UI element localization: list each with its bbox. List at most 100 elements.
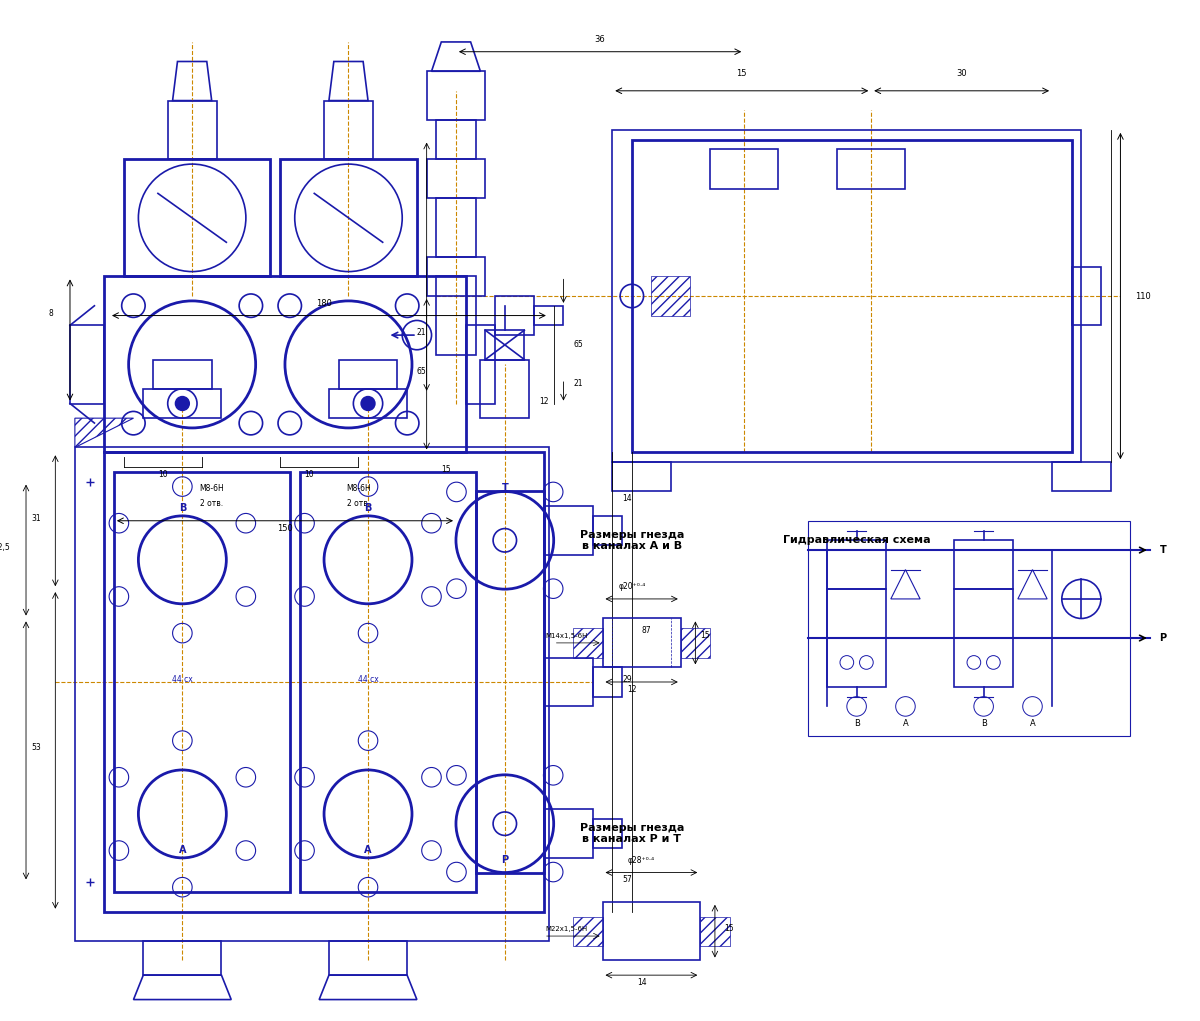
Text: P: P: [502, 855, 509, 865]
Bar: [154, 359, 211, 389]
Bar: [632, 140, 1072, 452]
Bar: [612, 130, 1081, 463]
Bar: [827, 540, 886, 589]
Text: T: T: [1159, 545, 1166, 555]
Bar: [280, 159, 416, 277]
Text: 21: 21: [574, 380, 583, 388]
Text: 12: 12: [539, 396, 548, 405]
Text: 22,5: 22,5: [0, 543, 10, 552]
Bar: [329, 389, 407, 419]
Text: 30: 30: [956, 69, 967, 79]
Bar: [544, 809, 593, 858]
Text: 15: 15: [442, 465, 451, 474]
Text: М8-6Н: М8-6Н: [346, 484, 371, 493]
Text: A: A: [902, 719, 908, 728]
Bar: [954, 589, 1013, 638]
Text: B: B: [853, 719, 859, 728]
Text: 21: 21: [416, 328, 426, 337]
Text: 65: 65: [416, 368, 427, 376]
Bar: [475, 491, 544, 873]
Bar: [652, 277, 690, 315]
Bar: [838, 149, 906, 189]
Text: A: A: [179, 845, 186, 855]
Text: М14х1,5-6Н: М14х1,5-6Н: [546, 633, 588, 639]
Text: P: P: [1159, 633, 1166, 643]
Text: B: B: [179, 503, 186, 513]
Bar: [827, 589, 886, 638]
Bar: [1052, 463, 1111, 491]
Bar: [602, 902, 701, 961]
Text: 31: 31: [31, 514, 41, 523]
Bar: [168, 101, 216, 159]
Bar: [593, 668, 622, 696]
Text: A: A: [365, 845, 372, 855]
Text: φ28⁺⁰·⁴: φ28⁺⁰·⁴: [628, 856, 655, 865]
Text: 53: 53: [31, 743, 41, 752]
Text: 15: 15: [701, 631, 710, 640]
Bar: [954, 638, 1013, 687]
Bar: [544, 658, 593, 707]
Bar: [329, 941, 407, 975]
Text: 15: 15: [737, 69, 748, 79]
Text: 110: 110: [1135, 292, 1151, 300]
Text: 87: 87: [642, 626, 652, 635]
Text: 10: 10: [305, 470, 314, 479]
Text: 2 отв.: 2 отв.: [200, 499, 223, 508]
Text: 10: 10: [158, 470, 168, 479]
Circle shape: [361, 397, 374, 410]
Text: Гидравлическая схема: Гидравлическая схема: [782, 535, 930, 545]
Text: 2 отв.: 2 отв.: [347, 499, 370, 508]
Bar: [827, 638, 886, 687]
Text: A: A: [1030, 719, 1036, 728]
Bar: [427, 71, 485, 120]
Text: B: B: [365, 503, 372, 513]
Bar: [104, 452, 544, 912]
Text: 12: 12: [628, 685, 637, 693]
Text: 44 сх: 44 сх: [358, 675, 378, 684]
Bar: [593, 516, 622, 545]
Bar: [680, 628, 710, 658]
Text: 65: 65: [574, 340, 583, 349]
Bar: [124, 159, 270, 277]
Text: φ20⁺⁰·⁴: φ20⁺⁰·⁴: [618, 582, 646, 591]
Text: 8: 8: [48, 308, 53, 318]
Text: 44 сх: 44 сх: [172, 675, 193, 684]
Bar: [701, 917, 730, 945]
Text: 57: 57: [622, 875, 632, 884]
Text: Размеры гнезда
в каналах А и В: Размеры гнезда в каналах А и В: [580, 530, 684, 551]
Circle shape: [175, 397, 190, 410]
Bar: [300, 472, 475, 892]
Bar: [466, 326, 496, 403]
Bar: [104, 277, 466, 452]
Bar: [485, 330, 524, 359]
Text: 150: 150: [277, 524, 293, 533]
Bar: [544, 506, 593, 555]
Bar: [437, 198, 475, 257]
Bar: [574, 628, 602, 658]
Bar: [70, 326, 104, 403]
Bar: [710, 149, 779, 189]
Bar: [143, 941, 222, 975]
Bar: [612, 463, 671, 491]
Bar: [427, 159, 485, 198]
Bar: [602, 619, 680, 668]
Text: 15: 15: [725, 924, 734, 933]
Bar: [437, 277, 475, 354]
Text: Размеры гнезда
в каналах Р и Т: Размеры гнезда в каналах Р и Т: [580, 823, 684, 844]
Text: 180: 180: [316, 299, 332, 307]
Bar: [338, 359, 397, 389]
Text: 29: 29: [622, 675, 631, 684]
Bar: [324, 101, 373, 159]
Text: 36: 36: [595, 35, 606, 44]
Bar: [480, 359, 529, 419]
Bar: [437, 120, 475, 159]
Bar: [143, 389, 222, 419]
Text: B: B: [980, 719, 986, 728]
Bar: [427, 257, 485, 296]
Bar: [593, 819, 622, 848]
Text: М8-6Н: М8-6Н: [199, 484, 224, 493]
Bar: [1072, 266, 1100, 326]
Bar: [574, 917, 602, 945]
Bar: [534, 305, 564, 326]
Bar: [74, 447, 548, 941]
